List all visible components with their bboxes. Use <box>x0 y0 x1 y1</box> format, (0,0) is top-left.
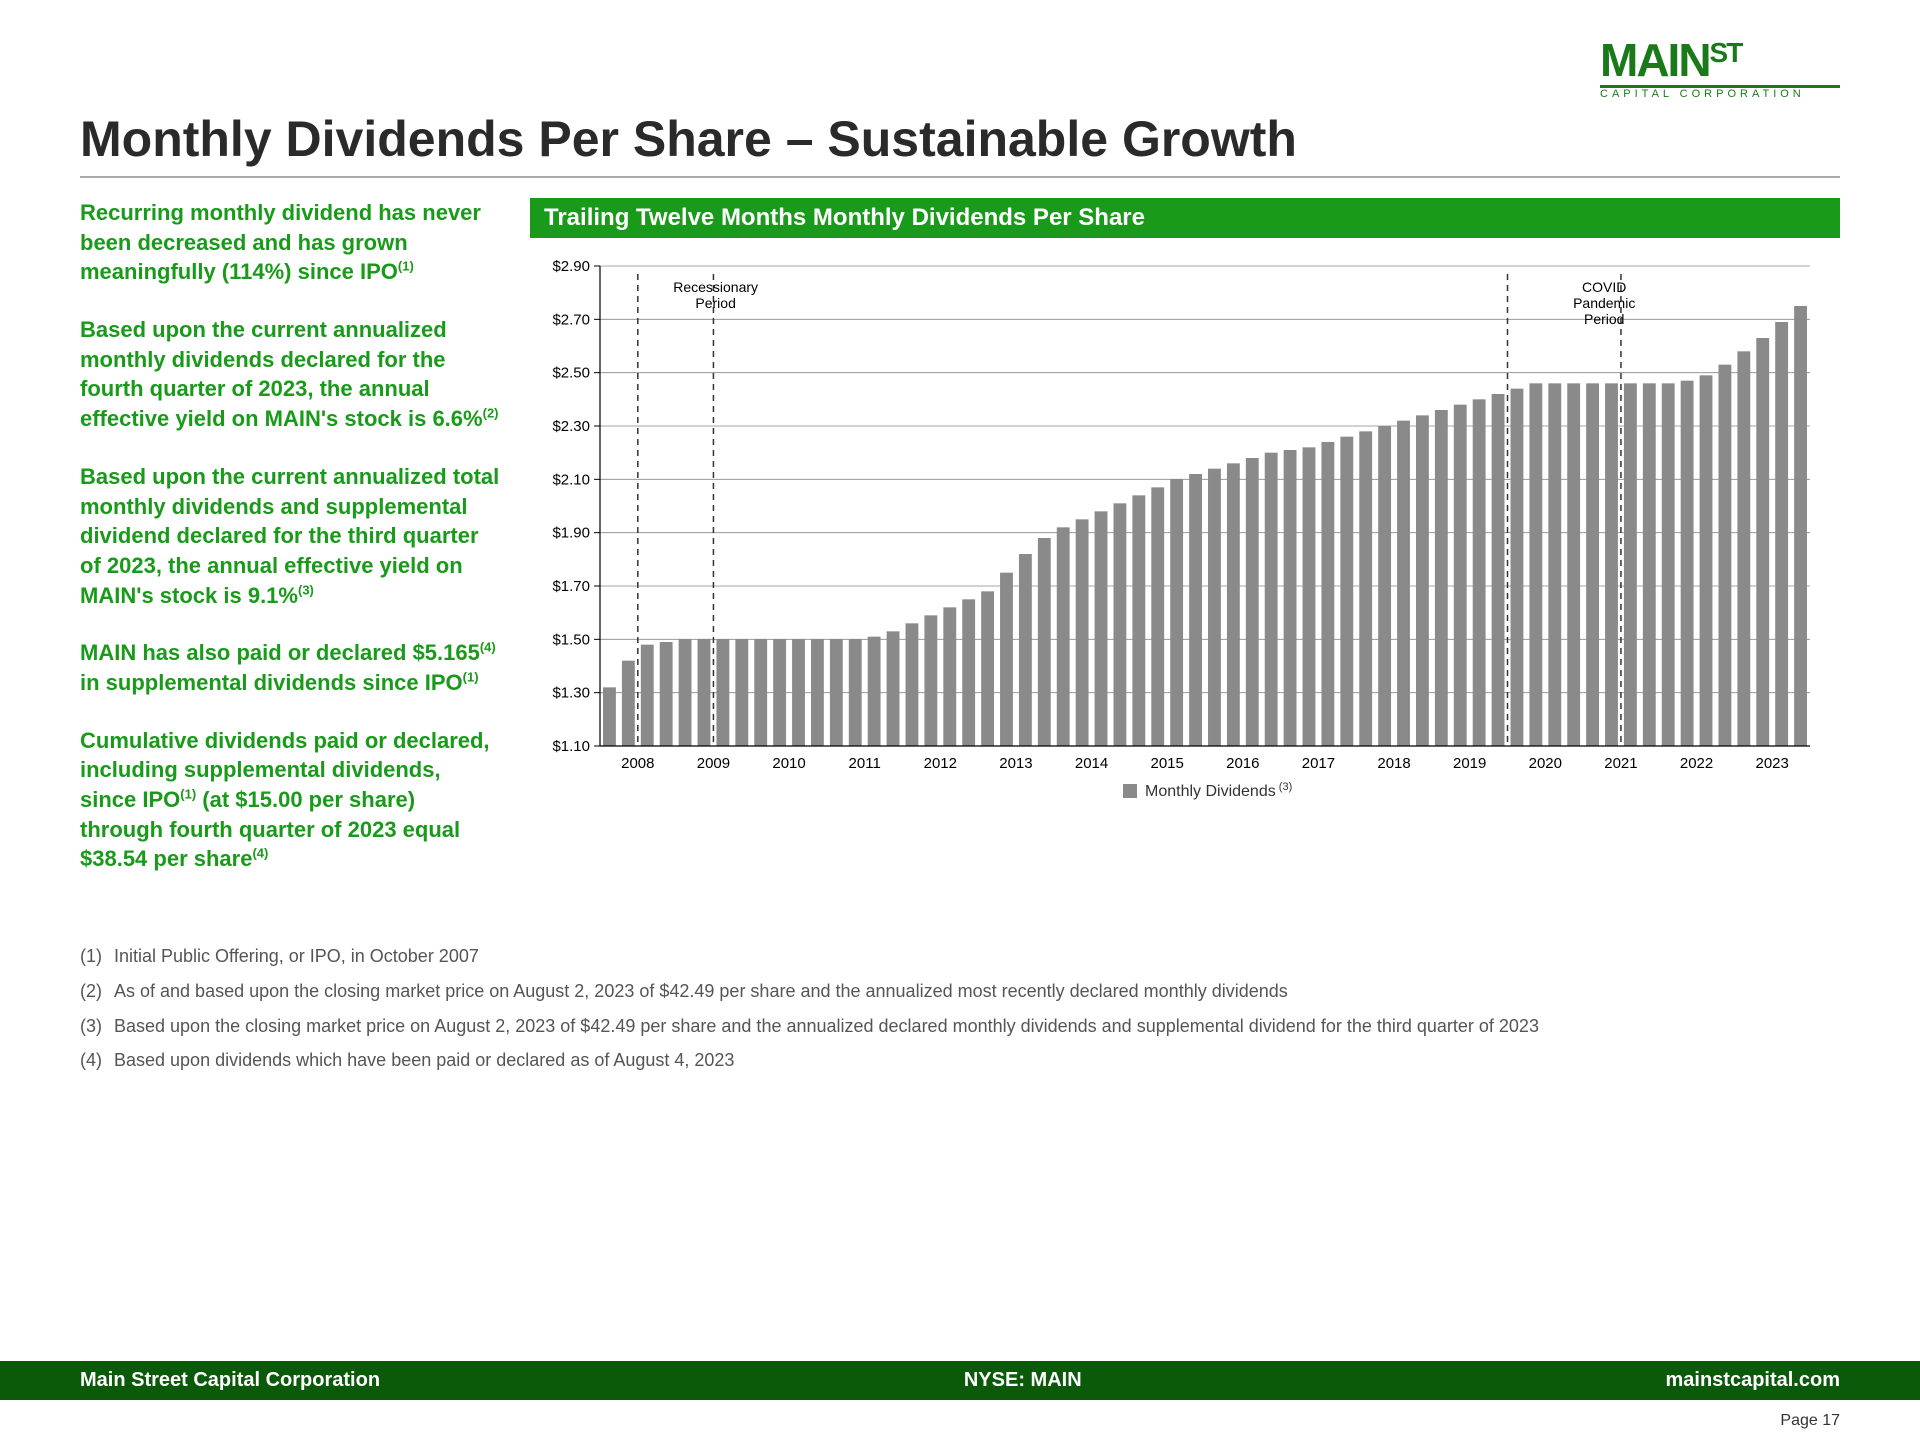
svg-text:$1.10: $1.10 <box>552 738 590 755</box>
footnote: (2)As of and based upon the closing mark… <box>80 977 1840 1006</box>
svg-text:COVID: COVID <box>1582 279 1626 295</box>
svg-text:$2.90: $2.90 <box>552 258 590 275</box>
svg-text:$2.10: $2.10 <box>552 471 590 488</box>
chart-title: Trailing Twelve Months Monthly Dividends… <box>530 198 1840 238</box>
svg-text:2013: 2013 <box>999 755 1032 772</box>
svg-text:$1.70: $1.70 <box>552 578 590 595</box>
svg-text:2008: 2008 <box>621 755 654 772</box>
footer-right: mainstcapital.com <box>1665 1369 1840 1392</box>
svg-text:2019: 2019 <box>1453 755 1486 772</box>
svg-text:2022: 2022 <box>1680 755 1713 772</box>
svg-text:Period: Period <box>695 295 735 311</box>
svg-text:2010: 2010 <box>772 755 805 772</box>
page-title: Monthly Dividends Per Share – Sustainabl… <box>80 110 1840 168</box>
bullets-column: Recurring monthly dividend has never bee… <box>80 198 500 902</box>
svg-text:$1.90: $1.90 <box>552 525 590 542</box>
footnote: (1)Initial Public Offering, or IPO, in O… <box>80 942 1840 971</box>
footnotes: (1)Initial Public Offering, or IPO, in O… <box>80 942 1840 1075</box>
svg-text:2017: 2017 <box>1302 755 1335 772</box>
chart-column: Trailing Twelve Months Monthly Dividends… <box>530 198 1840 902</box>
svg-text:$2.50: $2.50 <box>552 365 590 382</box>
bar-chart: $1.10 $1.30 $1.50 $1.70 $1.90 $2.10 $2.30 $2.50… <box>530 256 1830 816</box>
svg-text:2009: 2009 <box>697 755 730 772</box>
logo: MAINST CAPITAL CORPORATION <box>1600 40 1840 100</box>
svg-text:Period: Period <box>1584 311 1624 327</box>
svg-text:2020: 2020 <box>1529 755 1562 772</box>
svg-text:2012: 2012 <box>924 755 957 772</box>
bullet-text: Based upon the current annualized total … <box>80 462 500 610</box>
logo-subtext: CAPITAL CORPORATION <box>1600 88 1840 100</box>
svg-text:2014: 2014 <box>1075 755 1108 772</box>
logo-st-text: ST <box>1710 37 1742 68</box>
bullet-text: MAIN has also paid or declared $5.165(4)… <box>80 638 500 697</box>
logo-main-text: MAIN <box>1600 34 1710 86</box>
page-number: Page 17 <box>1780 1412 1840 1430</box>
svg-text:2023: 2023 <box>1756 755 1789 772</box>
bullet-text: Based upon the current annualized monthl… <box>80 315 500 434</box>
svg-text:$2.30: $2.30 <box>552 418 590 435</box>
footer-center: NYSE: MAIN <box>964 1369 1082 1392</box>
footer-left: Main Street Capital Corporation <box>80 1369 380 1392</box>
bullet-text: Recurring monthly dividend has never bee… <box>80 198 500 287</box>
title-underline <box>80 176 1840 178</box>
svg-text:$2.70: $2.70 <box>552 311 590 328</box>
svg-text:2016: 2016 <box>1226 755 1259 772</box>
footer-bar: Main Street Capital Corporation NYSE: MA… <box>0 1361 1920 1400</box>
svg-text:$1.30: $1.30 <box>552 685 590 702</box>
svg-text:2018: 2018 <box>1377 755 1410 772</box>
svg-text:2021: 2021 <box>1604 755 1637 772</box>
bullet-text: Cumulative dividends paid or declared, i… <box>80 726 500 874</box>
svg-text:Pandemic: Pandemic <box>1573 295 1635 311</box>
svg-text:2015: 2015 <box>1151 755 1184 772</box>
svg-text:Monthly Dividends (3): Monthly Dividends (3) <box>1145 781 1292 800</box>
svg-text:$1.50: $1.50 <box>552 631 590 648</box>
footnote: (4)Based upon dividends which have been … <box>80 1046 1840 1075</box>
svg-text:2011: 2011 <box>849 755 881 772</box>
svg-text:Recessionary: Recessionary <box>673 279 758 295</box>
footnote: (3)Based upon the closing market price o… <box>80 1012 1840 1041</box>
